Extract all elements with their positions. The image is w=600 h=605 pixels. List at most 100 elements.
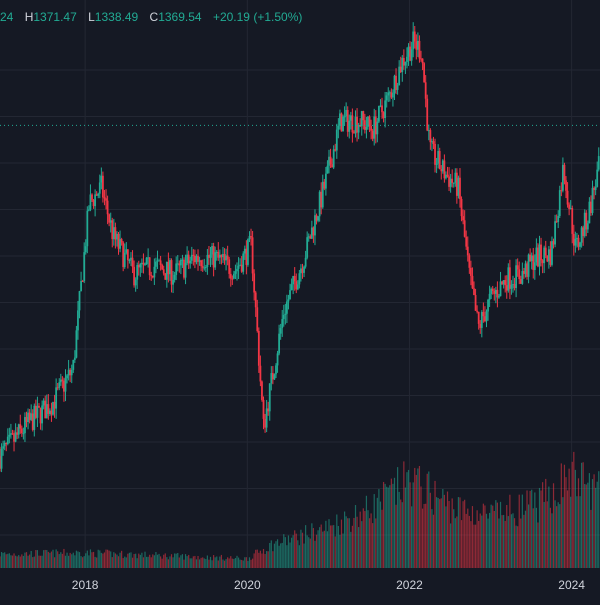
candle-body xyxy=(541,260,544,264)
candle-body xyxy=(80,281,82,292)
candle-body xyxy=(13,433,15,442)
volume-bar xyxy=(52,549,54,568)
candle-body xyxy=(307,236,310,238)
candle-body xyxy=(295,281,298,290)
volume-bar xyxy=(565,477,567,568)
volume-bar xyxy=(33,556,35,568)
volume-bar xyxy=(400,499,402,568)
volume-bar xyxy=(106,549,109,568)
volume-bar xyxy=(86,550,88,568)
candle-body xyxy=(197,255,199,262)
volume-bar xyxy=(411,506,413,568)
volume-bar xyxy=(5,554,7,568)
candle-body xyxy=(406,56,408,62)
candle-body xyxy=(119,239,121,249)
candle-body xyxy=(218,254,221,258)
volume-bar xyxy=(345,516,347,568)
volume-bar xyxy=(2,552,4,568)
candle-body xyxy=(437,151,440,164)
volume-bar xyxy=(534,492,536,568)
volume-bar xyxy=(305,525,307,568)
volume-bar xyxy=(454,518,456,568)
candle-body xyxy=(63,380,65,392)
candle-body xyxy=(519,279,522,284)
volume-bar xyxy=(13,553,15,568)
candle-body xyxy=(0,456,1,469)
candle-body xyxy=(133,266,135,286)
volume-bar xyxy=(376,497,378,568)
volume-bar xyxy=(113,552,115,568)
candle-body xyxy=(590,201,592,213)
candle-body xyxy=(214,252,217,268)
candle-body xyxy=(170,260,173,285)
volume-bar xyxy=(300,529,302,568)
volume-bar xyxy=(122,558,124,568)
low-value: 1338.49 xyxy=(94,10,139,24)
candle-body xyxy=(11,433,14,435)
candle-body xyxy=(130,257,132,260)
candle-body xyxy=(493,290,496,294)
volume-bar xyxy=(97,549,99,568)
volume-bar xyxy=(275,541,277,568)
volume-bar xyxy=(149,554,151,568)
volume-bar xyxy=(144,551,146,568)
candle-body xyxy=(340,113,343,132)
volume-bar xyxy=(10,555,12,568)
candle-body xyxy=(131,257,134,267)
volume-bar xyxy=(390,478,392,568)
volume-bar xyxy=(177,552,179,568)
candle-body xyxy=(321,181,324,208)
volume-bar xyxy=(446,491,449,568)
candle-body xyxy=(3,442,6,447)
candle-body xyxy=(339,113,341,126)
volume-bar xyxy=(273,543,276,568)
candle-body xyxy=(377,106,380,122)
volume-bar xyxy=(485,513,488,568)
candle-body xyxy=(560,190,563,192)
volume-bar xyxy=(314,540,316,568)
candle-body xyxy=(418,40,421,59)
candle-body xyxy=(568,204,571,210)
candle-body xyxy=(571,208,574,234)
candle-body xyxy=(376,121,379,135)
candle-body xyxy=(435,163,438,165)
volume-bar xyxy=(306,535,308,568)
volume-bar xyxy=(566,490,569,568)
volume-bar xyxy=(250,559,252,568)
volume-bar xyxy=(156,554,159,568)
volume-bar xyxy=(32,557,34,568)
candle-body xyxy=(151,275,154,278)
volume-bar xyxy=(142,557,145,568)
candle-body xyxy=(421,58,424,64)
volume-bar xyxy=(584,484,586,568)
volume-bar xyxy=(540,490,542,568)
volume-bar xyxy=(181,554,184,568)
volume-bar xyxy=(100,552,102,568)
volume-bar xyxy=(206,555,208,568)
volume-bar xyxy=(29,554,31,568)
candle-body xyxy=(373,116,376,139)
candle-body xyxy=(250,236,252,238)
volume-bar xyxy=(415,474,417,568)
candle-body xyxy=(169,260,171,275)
volume-bar xyxy=(119,552,121,568)
volume-bar xyxy=(66,552,68,568)
volume-bar xyxy=(75,550,78,568)
candle-body xyxy=(25,417,28,423)
volume-bar xyxy=(481,515,483,568)
volume-bar xyxy=(14,555,17,568)
candle-body xyxy=(306,237,309,258)
candle-body xyxy=(392,93,394,98)
volume-bar xyxy=(367,510,369,568)
candle-body xyxy=(586,223,589,230)
volume-bar xyxy=(535,507,537,568)
volume-bar xyxy=(191,558,193,568)
volume-bar xyxy=(315,534,318,568)
volume-bar xyxy=(102,553,104,568)
candle-body xyxy=(540,244,542,261)
volume-bar xyxy=(361,521,363,568)
volume-bar xyxy=(538,487,541,568)
volume-bar xyxy=(474,524,477,568)
